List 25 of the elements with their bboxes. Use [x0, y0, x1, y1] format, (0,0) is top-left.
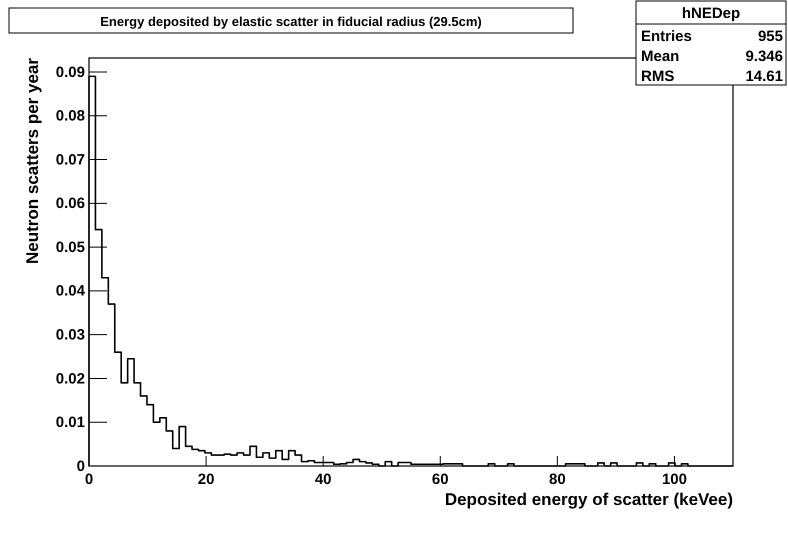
annotation: RMS: [641, 68, 674, 85]
y-tick-label: 0.02: [56, 370, 85, 388]
y-axis-title: Neutron scatters per year: [23, 58, 42, 264]
x-tick-label: 80: [549, 471, 566, 488]
y-tick-label: 0.08: [56, 108, 85, 125]
chart-title: Energy deposited by elastic scatter in fiducial radius (29.5cm): [100, 14, 482, 29]
x-tick-label: 20: [198, 471, 214, 488]
y-tick-label: 0.01: [56, 414, 85, 432]
y-tick-label: 0.06: [56, 195, 85, 212]
text: 14.61: [745, 68, 783, 85]
x-tick-label: 60: [432, 471, 449, 488]
y-tick-label: 0.05: [56, 238, 85, 256]
y-tick-label: 0.04: [56, 282, 86, 300]
x-axis-title: Deposited energy of scatter (keVee): [444, 490, 733, 509]
text: 955: [758, 28, 783, 45]
y-tick-label: 0.07: [56, 151, 85, 168]
y-tick-label: 0: [76, 458, 85, 475]
y-tick-label: 0.03: [56, 326, 85, 344]
text: 9.346: [745, 48, 783, 65]
x-tick-label: 100: [662, 471, 687, 488]
x-tick-label: 40: [314, 471, 332, 488]
text: Entries: [641, 28, 692, 45]
y-tick-label: 0.09: [56, 64, 85, 81]
annotation: Mean: [641, 48, 680, 65]
text: hNEDep: [682, 5, 740, 22]
